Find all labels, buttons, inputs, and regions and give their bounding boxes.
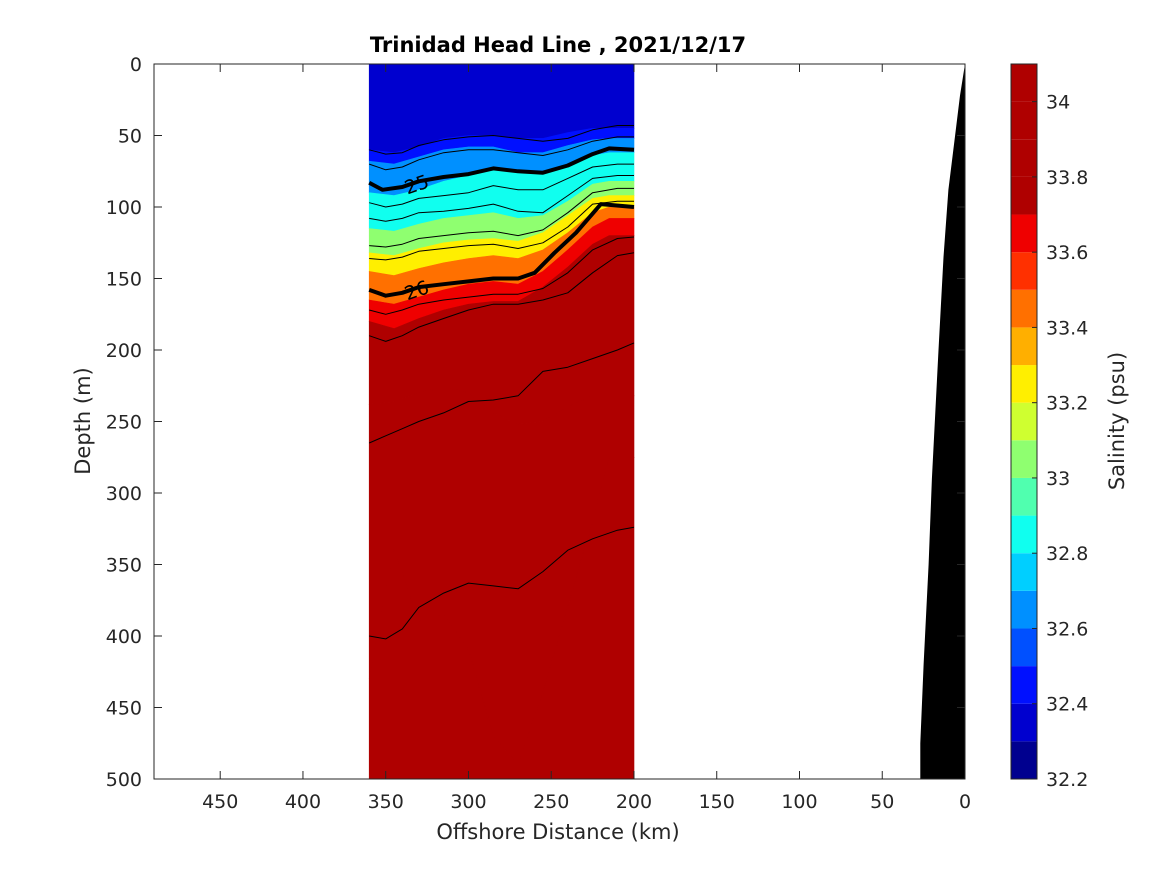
colorbar-tick-label: 33.2 <box>1046 393 1088 415</box>
colorbar-tick-label: 32.4 <box>1046 694 1088 716</box>
colorbar-tick-label: 32.6 <box>1046 618 1088 640</box>
colorbar-tick-label: 33.6 <box>1046 242 1088 264</box>
y-tick-label: 450 <box>106 698 142 720</box>
colorbar: 32.2 32.4 32.6 32.8 33 33.2 33.4 33.6 33.8 34 <box>1010 63 1088 791</box>
x-tick-label: 0 <box>959 791 971 813</box>
axes-ticks: 450 400 350 300 250 200 150 100 50 00501001502002… <box>106 54 971 813</box>
density-contour <box>369 200 634 261</box>
x-tick-label: 350 <box>368 791 404 813</box>
chart-title: Trinidad Head Line , 2021/12/17 <box>370 33 746 57</box>
colorbar-swatch <box>1011 101 1037 140</box>
colorbar-frame <box>1010 63 1038 780</box>
colorbar-swatch <box>1011 515 1037 554</box>
colorbar-tick-label: 33.4 <box>1046 317 1088 339</box>
x-tick-label: 150 <box>699 791 735 813</box>
colorbar-tick-label: 33.8 <box>1046 167 1088 189</box>
density-contour <box>369 252 635 342</box>
colorbar-tick-label: 32.2 <box>1046 769 1088 791</box>
colorbar-tick-label: 34 <box>1046 92 1070 114</box>
colorbar-tick-label: 32.8 <box>1046 543 1088 565</box>
y-tick-label: 400 <box>106 626 142 648</box>
x-tick-label: 100 <box>781 791 817 813</box>
colorbar-tick-label: 33 <box>1046 468 1070 490</box>
y-tick-label: 150 <box>106 269 142 291</box>
density-contour <box>369 236 635 315</box>
y-tick-label: 250 <box>106 412 142 434</box>
y-tick-label: 500 <box>106 769 142 791</box>
density-contour <box>369 526 635 640</box>
x-tick-label: 200 <box>616 791 652 813</box>
density-contour <box>369 342 635 444</box>
x-tick-label: 250 <box>533 791 569 813</box>
density-contour-labeled <box>368 202 635 298</box>
x-tick-label: 450 <box>202 791 238 813</box>
colorbar-swatch <box>1011 176 1037 215</box>
colorbar-swatch <box>1011 703 1037 742</box>
salinity-band <box>368 457 635 779</box>
y-tick-label: 200 <box>106 340 142 362</box>
colorbar-swatch <box>1011 139 1037 177</box>
density-contour-labeled <box>368 146 635 192</box>
colorbar-swatch <box>1011 666 1037 704</box>
density-contour <box>369 187 634 248</box>
x-tick-label: 400 <box>285 791 321 813</box>
x-tick-label: 300 <box>450 791 486 813</box>
y-tick-label: 100 <box>106 197 142 219</box>
colorbar-swatch <box>1011 590 1037 629</box>
colorbar-swatch <box>1011 741 1037 779</box>
density-contour <box>369 163 634 208</box>
colorbar-swatch <box>1011 252 1037 290</box>
colorbar-swatch <box>1011 402 1037 441</box>
colorbar-swatch <box>1011 628 1037 667</box>
colorbar-label: Salinity (psu) <box>1105 352 1129 490</box>
y-tick-label: 300 <box>106 483 142 505</box>
density-contour <box>369 175 634 222</box>
y-tick-label: 50 <box>118 126 142 148</box>
colorbar-swatch <box>1011 289 1037 328</box>
density-contour <box>369 136 634 171</box>
colorbar-swatch <box>1011 214 1037 253</box>
y-tick-label: 350 <box>106 555 142 577</box>
colorbar-swatch <box>1011 440 1037 478</box>
colorbar-swatch <box>1011 553 1037 591</box>
y-tick-label: 0 <box>130 54 142 76</box>
colorbar-swatch <box>1011 365 1037 403</box>
density-contour <box>369 125 634 155</box>
x-tick-label: 50 <box>870 791 894 813</box>
colorbar-swatch <box>1011 327 1037 366</box>
colorbar-swatch <box>1011 477 1037 516</box>
y-axis-label: Depth (m) <box>71 367 95 474</box>
x-axis-label: Offshore Distance (km) <box>436 820 679 844</box>
colorbar-swatch <box>1011 64 1037 102</box>
